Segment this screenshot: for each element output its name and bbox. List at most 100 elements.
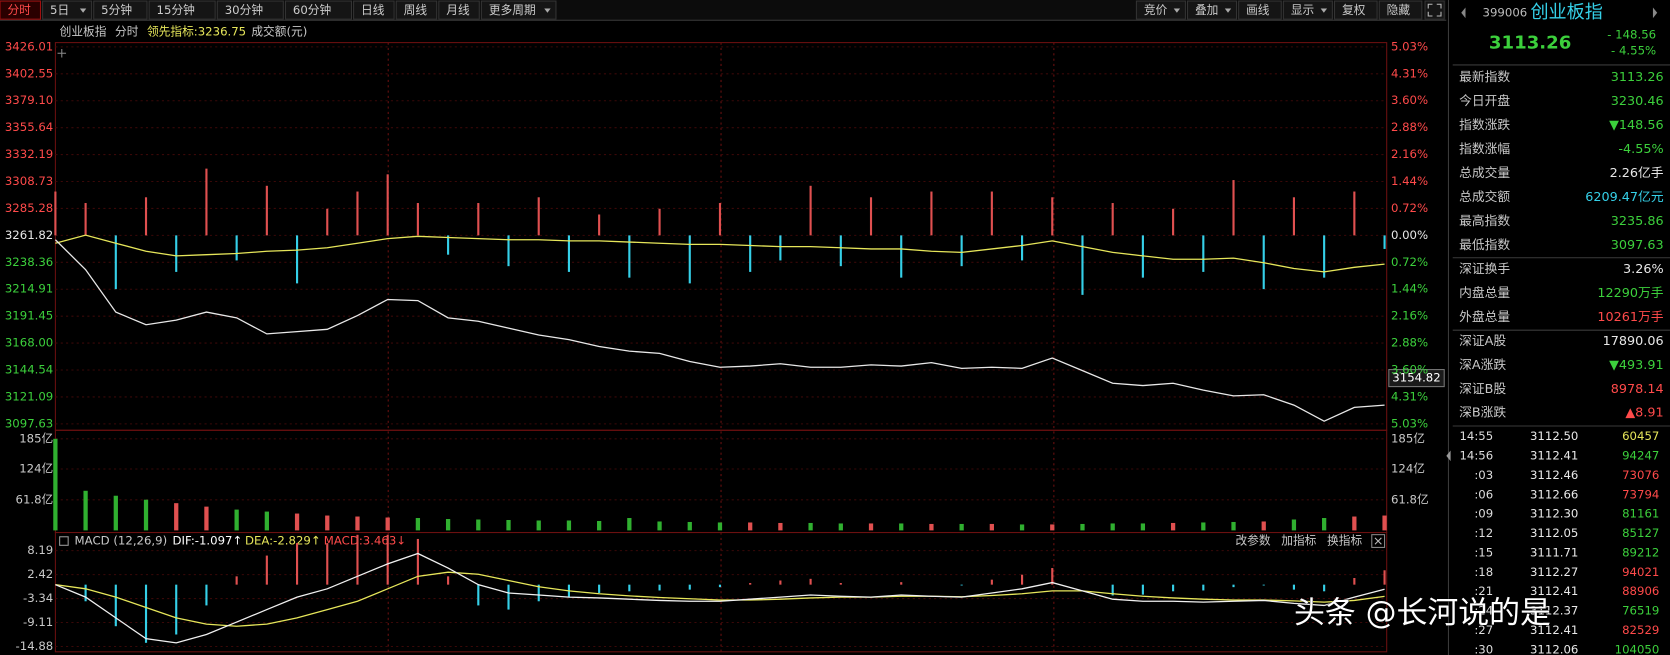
toolbar-button[interactable] [353, 0, 395, 20]
toolbar-button[interactable] [284, 0, 353, 20]
tick-time: :18 [1474, 565, 1493, 579]
volume-bar [627, 518, 632, 531]
plus-icon[interactable] [57, 48, 67, 58]
volume-bar [415, 518, 421, 531]
tick-price: 3112.66 [1530, 487, 1578, 501]
volume-bar [355, 516, 360, 531]
toolbar-button[interactable] [93, 0, 148, 20]
quote-label: 深证B股 [1459, 382, 1506, 397]
pct-tick-label: 2.88% [1391, 336, 1428, 350]
quote-last: 3113.26 [1489, 33, 1571, 54]
macd-button[interactable]: 加指标 [1281, 534, 1316, 548]
toolbar-button[interactable] [1186, 0, 1238, 20]
pct-tick-label: 1.44% [1391, 282, 1428, 296]
quote-label: 今日开盘 [1459, 93, 1510, 109]
toolbar-button[interactable] [438, 0, 480, 20]
quote-value: 17890.06 [1603, 334, 1664, 349]
pct-tick-label: 5.03% [1391, 416, 1428, 430]
volume-bar [294, 513, 300, 531]
tick-time: 14:56 [1459, 449, 1493, 463]
menu-arrow [544, 8, 551, 13]
quote-value: 3235.86 [1611, 214, 1664, 229]
macd-tick-label: -3.34 [23, 591, 53, 605]
tick-volume: 94247 [1622, 449, 1659, 463]
pct-tick-label: 2.88% [1391, 120, 1428, 134]
volume-bar [597, 520, 602, 531]
tick-price: 3112.41 [1530, 449, 1578, 463]
pct-tick-label: 5.03% [1391, 39, 1428, 53]
cursor-label: 3154.82 [1392, 371, 1440, 385]
price-tick-label: 3308.73 [5, 174, 53, 188]
volume-tick-label: 185亿 [1391, 431, 1425, 445]
volume-bar [325, 515, 330, 531]
tick-time: :27 [1474, 623, 1493, 637]
toolbar-label: 日线 [361, 3, 385, 17]
toolbar-button[interactable] [1378, 0, 1423, 20]
toolbar-button[interactable] [395, 0, 438, 20]
toolbar-button[interactable] [0, 0, 42, 20]
tick-time: :09 [1474, 507, 1493, 521]
volume-bar [1382, 515, 1387, 531]
tick-price: 3112.27 [1530, 565, 1578, 579]
tick-volume: 76519 [1622, 604, 1659, 618]
toolbar-label: 5分钟 [101, 3, 132, 17]
dea-line [55, 571, 1385, 627]
toolbar-button[interactable] [1282, 0, 1333, 20]
toolbar-button[interactable] [216, 0, 284, 20]
volume-bar [1352, 516, 1357, 531]
quote-value: ▲8.91 [1625, 406, 1663, 421]
volume-bar [113, 495, 118, 531]
toolbar-label: 叠加 [1195, 3, 1218, 17]
price-tick-label: 3402.55 [5, 66, 53, 80]
tick-volume: 89212 [1622, 545, 1659, 559]
volume-bar [1201, 522, 1206, 531]
tick-time: 14:55 [1459, 429, 1493, 443]
pct-tick-label: 2.16% [1391, 309, 1428, 323]
price-tick-label: 3238.36 [5, 255, 53, 269]
dif-label: DIF:-1.097↑ [173, 534, 243, 548]
quote-value: 8978.14 [1611, 382, 1664, 397]
price-tick-label: 3379.10 [5, 93, 53, 107]
volume-bar [1140, 523, 1146, 531]
toolbar-button[interactable] [1333, 0, 1378, 20]
volume-bar [445, 519, 451, 531]
volume-bar [536, 520, 541, 531]
macd-button[interactable]: 换指标 [1327, 534, 1362, 548]
price-tick-label: 3144.54 [5, 363, 53, 377]
volume-bar [748, 522, 753, 531]
quote-label: 最高指数 [1459, 213, 1510, 229]
price-tick-label: 3097.63 [5, 416, 53, 430]
index-name: 创业板指 [60, 24, 107, 38]
menu-arrow [79, 8, 87, 13]
volume-bar [1110, 523, 1115, 531]
watermark: 头条 @长河说的是 [1294, 595, 1551, 631]
volume-bar [1080, 523, 1085, 531]
quote-value: -4.55% [1618, 142, 1663, 157]
quote-name: 创业板指 [1530, 2, 1602, 23]
macd-close[interactable] [1371, 534, 1386, 548]
toolbar-button[interactable] [42, 0, 93, 20]
quote-pct: - 4.55% [1611, 44, 1656, 58]
price-line [54, 239, 1385, 422]
macd-icon[interactable] [59, 536, 69, 546]
volume-tick-label: 61.8亿 [15, 492, 53, 506]
price-tick-label: 3261.82 [5, 228, 53, 242]
toolbar-button[interactable] [480, 0, 557, 20]
collapse-arrow[interactable] [1446, 450, 1451, 462]
macd-tick-label: -9.11 [23, 615, 53, 629]
volume-bar [899, 523, 904, 531]
tick-price: 3112.41 [1530, 623, 1578, 637]
toolbar-button[interactable] [1238, 0, 1282, 20]
lead-indicator: 领先指标:3236.75 [147, 24, 246, 38]
toolbar-button[interactable] [1135, 0, 1186, 20]
macd-button[interactable]: 改参数 [1235, 534, 1270, 548]
toolbar-button[interactable] [148, 0, 216, 20]
fullscreen-button[interactable] [1424, 0, 1445, 20]
next-arrow[interactable] [1652, 7, 1658, 19]
quote-value: 2.26亿手 [1610, 166, 1664, 181]
pct-tick-label: 3.60% [1391, 363, 1428, 377]
tick-volume: 104050 [1615, 642, 1660, 655]
prev-arrow[interactable] [1461, 7, 1466, 19]
